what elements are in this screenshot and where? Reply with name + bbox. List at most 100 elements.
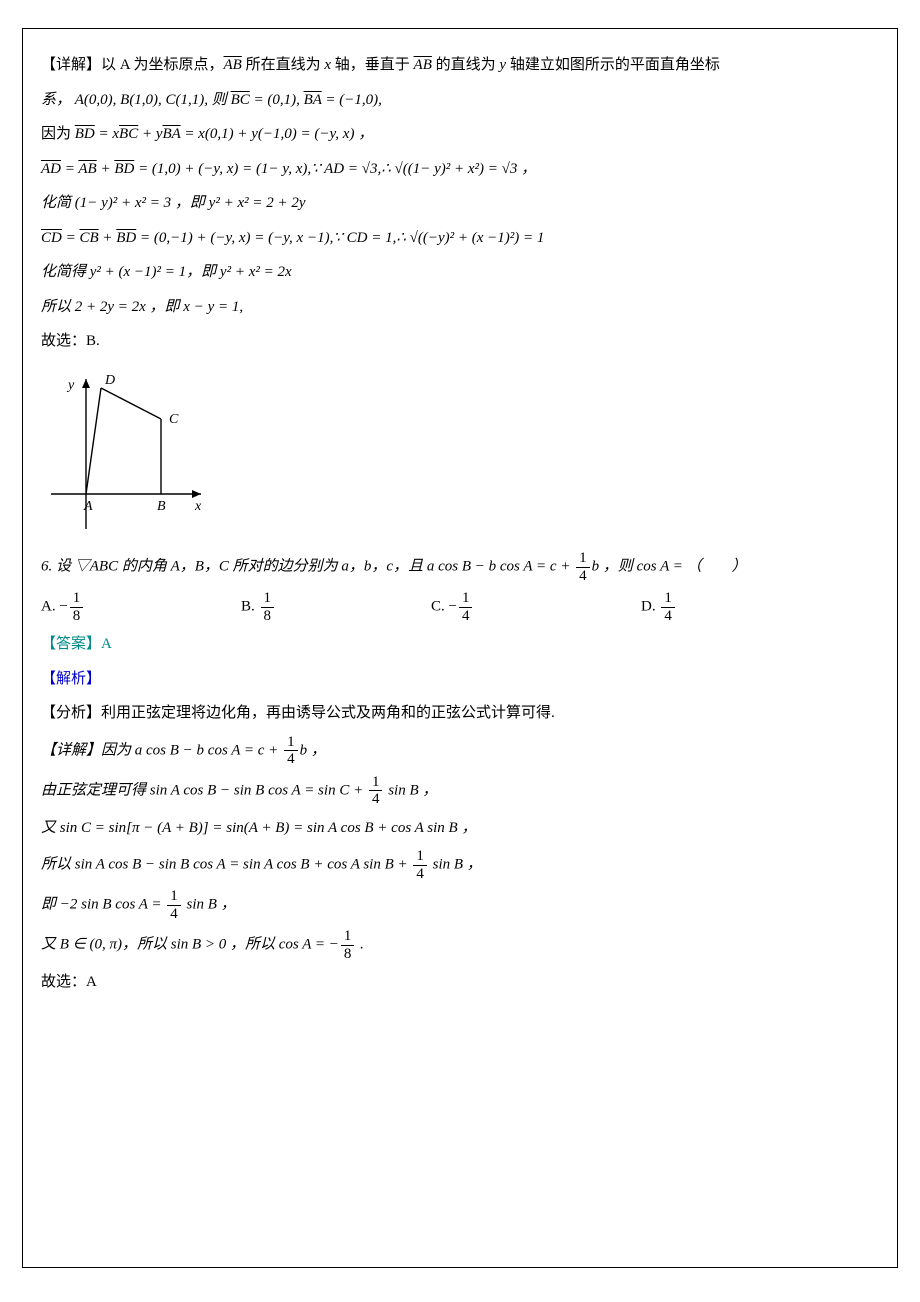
num: 1 [167, 888, 181, 906]
vec-bd: BD [75, 126, 95, 142]
frac: 14 [413, 848, 427, 882]
svg-text:A: A [83, 499, 93, 514]
text: 因为 [41, 126, 75, 142]
frac: 14 [661, 590, 675, 624]
p5-detail-line1: 【详解】以 A 为坐标原点，AB 所在直线为 x 轴，垂直于 AB 的直线为 y… [41, 51, 879, 80]
den: 8 [70, 608, 84, 625]
svg-text:x: x [194, 499, 202, 514]
label: B. [241, 598, 259, 614]
num: 1 [261, 590, 275, 608]
text: sin B ， [384, 782, 437, 798]
den: 8 [261, 608, 275, 625]
text: = x(0,1) + y(−1,0) = (−y, x) ， [181, 126, 374, 142]
p6-stem: 6. 设 ▽ABC 的内角 A，B，C 所对的边分别为 a，b，c，且 a co… [41, 550, 879, 584]
frac: 14 [369, 774, 383, 808]
den: 4 [459, 608, 473, 625]
text: = (−1,0), [322, 92, 382, 108]
vec-ba: BA [304, 92, 322, 108]
option-b: B. 18 [241, 590, 431, 624]
num: 1 [369, 774, 383, 792]
text: sin B ， [429, 856, 482, 872]
p5-line4: AD = AB + BD = (1,0) + (−y, x) = (1− y, … [41, 155, 879, 184]
text: = (1,0) + (−y, x) = (1− y, x),∵ AD = √3,… [134, 161, 536, 177]
text: = [61, 161, 78, 177]
frac: 14 [459, 590, 473, 624]
den: 4 [369, 791, 383, 808]
svg-text:D: D [104, 373, 115, 388]
text: = (0,1), [250, 92, 304, 108]
text: + y [138, 126, 162, 142]
text: 所以 2 + 2y = 2x ，即 x − y = 1, [41, 299, 243, 315]
num: 1 [576, 550, 590, 568]
frac: 18 [341, 928, 355, 962]
p5-line6: CD = CB + BD = (0,−1) + (−y, x) = (−y, x… [41, 224, 879, 253]
text: 故选：A [41, 974, 97, 990]
num: 1 [459, 590, 473, 608]
text: b ， [300, 742, 326, 758]
den: 4 [167, 906, 181, 923]
vec-ab: AB [78, 161, 96, 177]
vec-ab2: AB [414, 57, 432, 73]
text: 故选：B. [41, 333, 100, 349]
p5-line5: 化简 (1− y)² + x² = 3 ，即 y² + x² = 2 + 2y [41, 189, 879, 218]
num: 1 [413, 848, 427, 866]
page: 【详解】以 A 为坐标原点，AB 所在直线为 x 轴，垂直于 AB 的直线为 y… [0, 0, 920, 1302]
option-c: C. −14 [431, 590, 641, 624]
vec-bc: BC [231, 92, 250, 108]
p6-d6: 又 B ∈ (0, π)，所以 sin B > 0 ，所以 cos A = −1… [41, 928, 879, 962]
p6-fenxi: 【分析】利用正弦定理将边化角，再由诱导公式及两角和的正弦公式计算可得. [41, 699, 879, 728]
label: A. − [41, 598, 68, 614]
num: 1 [70, 590, 84, 608]
vec-ba: BA [163, 126, 181, 142]
text: 的直线为 [432, 57, 500, 73]
text: . [356, 936, 364, 952]
num: 1 [661, 590, 675, 608]
text: 由正弦定理可得 sin A cos B − sin B cos A = sin … [41, 782, 367, 798]
option-d: D. 14 [641, 590, 761, 624]
text: 轴，垂直于 [331, 57, 414, 73]
text: 所在直线为 [242, 57, 325, 73]
option-a: A. −18 [41, 590, 241, 624]
frac: 14 [167, 888, 181, 922]
vec-bd: BD [116, 230, 136, 246]
den: 4 [413, 866, 427, 883]
text: 即 −2 sin B cos A = [41, 896, 165, 912]
p5-line2: 系， A(0,0), B(1,0), C(1,1), 则 BC = (0,1),… [41, 86, 879, 115]
text: 轴建立如图所示的平面直角坐标 [506, 57, 720, 73]
svg-text:C: C [169, 412, 179, 427]
frac-1-4: 14 [576, 550, 590, 584]
text: 化简得 y² + (x −1)² = 1，即 y² + x² = 2x [41, 264, 292, 280]
vec-ad: AD [41, 161, 61, 177]
p6-choices: A. −18 B. 18 C. −14 D. 14 [41, 590, 879, 624]
vec-ab: AB [224, 57, 242, 73]
text: + [97, 161, 115, 177]
text: 6. 设 ▽ABC 的内角 A，B，C 所对的边分别为 a，b，c，且 a co… [41, 558, 574, 574]
text: = x [95, 126, 119, 142]
text: = [62, 230, 80, 246]
p5-line8: 所以 2 + 2y = 2x ，即 x − y = 1, [41, 293, 879, 322]
p5-line3: 因为 BD = xBC + yBA = x(0,1) + y(−1,0) = (… [41, 120, 879, 149]
vec-cd: CD [41, 230, 62, 246]
p6-conclusion: 故选：A [41, 968, 879, 997]
text: + [99, 230, 117, 246]
p6-answer: 【答案】A [41, 630, 879, 659]
text: 【解析】 [41, 671, 101, 687]
content-frame: 【详解】以 A 为坐标原点，AB 所在直线为 x 轴，垂直于 AB 的直线为 y… [22, 28, 898, 1268]
p6-analysis-label: 【解析】 [41, 665, 879, 694]
text: 所以 sin A cos B − sin B cos A = sin A cos… [41, 856, 411, 872]
vec-bc: BC [119, 126, 138, 142]
p6-d4: 所以 sin A cos B − sin B cos A = sin A cos… [41, 848, 879, 882]
p6-d5: 即 −2 sin B cos A = 14 sin B ， [41, 888, 879, 922]
svg-text:y: y [66, 378, 75, 393]
num: 1 [284, 734, 298, 752]
diagram-svg: y x A B C D [41, 364, 211, 534]
text: 【详解】因为 a cos B − b cos A = c + [41, 742, 282, 758]
p5-line9: 故选：B. [41, 327, 879, 356]
num: 1 [341, 928, 355, 946]
frac: 18 [70, 590, 84, 624]
text: 【详解】以 A 为坐标原点， [41, 57, 224, 73]
svg-text:B: B [157, 499, 166, 514]
text: 化简 (1− y)² + x² = 3 ，即 y² + x² = 2 + 2y [41, 195, 306, 211]
text: 【分析】利用正弦定理将边化角，再由诱导公式及两角和的正弦公式计算可得. [41, 705, 555, 721]
p6-d1: 【详解】因为 a cos B − b cos A = c + 14b ， [41, 734, 879, 768]
